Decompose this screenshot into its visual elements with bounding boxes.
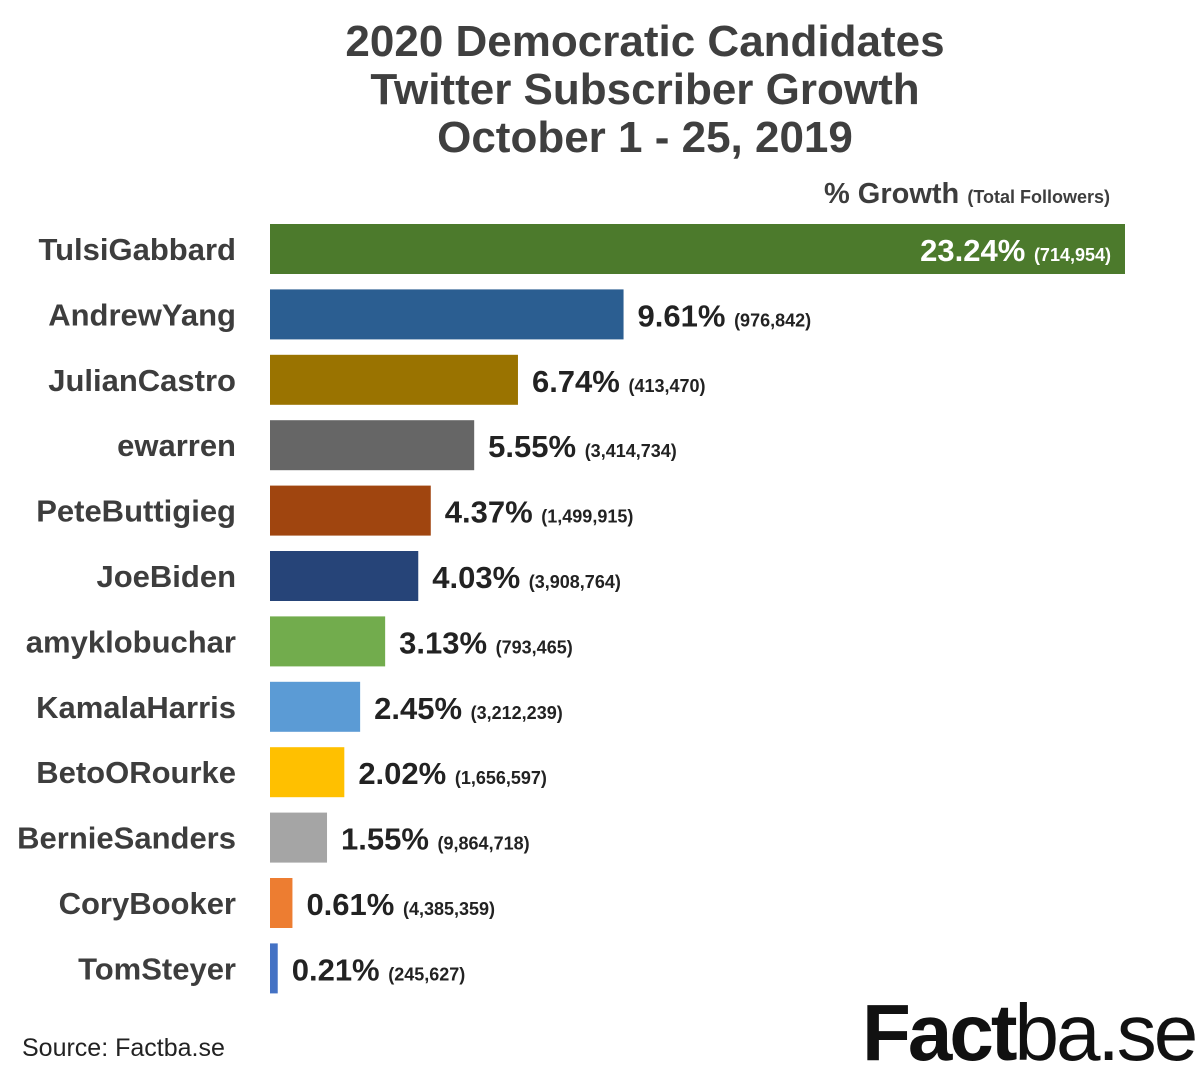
value-label: 2.45% (3,212,239) bbox=[374, 691, 563, 726]
percent-growth-label: 2.02% bbox=[358, 756, 455, 791]
percent-growth-label: 1.55% bbox=[341, 822, 438, 857]
total-followers-label: (3,212,239) bbox=[471, 703, 563, 723]
logo-text-light: ba.se bbox=[1014, 988, 1199, 1077]
value-label: 0.21% (245,627) bbox=[292, 952, 466, 987]
source-note: Source: Factba.se bbox=[22, 1034, 225, 1062]
value-label: 23.24% (714,954) bbox=[920, 233, 1111, 268]
growth-header: % Growth (Total Followers) bbox=[824, 178, 1110, 210]
value-label: 6.74% (413,470) bbox=[532, 364, 706, 399]
bar bbox=[270, 943, 278, 994]
bar bbox=[270, 289, 624, 340]
value-label: 0.61% (4,385,359) bbox=[306, 887, 495, 922]
total-followers-label: (1,656,597) bbox=[455, 768, 547, 788]
category-label: amyklobuchar bbox=[26, 624, 236, 659]
value-label: 4.03% (3,908,764) bbox=[432, 560, 621, 595]
category-label: JoeBiden bbox=[96, 559, 236, 594]
bar bbox=[270, 420, 475, 471]
total-followers-label: (9,864,718) bbox=[438, 834, 530, 854]
bar bbox=[270, 681, 361, 732]
percent-growth-label: 6.74% bbox=[532, 364, 629, 399]
percent-growth-label: 9.61% bbox=[638, 298, 735, 333]
category-label: KamalaHarris bbox=[36, 690, 236, 725]
growth-header-main: % Growth bbox=[824, 178, 967, 210]
total-followers-label: (1,499,915) bbox=[541, 507, 633, 527]
title-line-3: October 1 - 25, 2019 bbox=[437, 113, 853, 162]
percent-growth-label: 0.61% bbox=[306, 887, 403, 922]
value-label: 2.02% (1,656,597) bbox=[358, 756, 547, 791]
category-label: CoryBooker bbox=[59, 886, 236, 921]
value-label: 9.61% (976,842) bbox=[638, 298, 812, 333]
bar bbox=[270, 551, 419, 601]
bar bbox=[270, 354, 518, 405]
bar bbox=[270, 878, 293, 928]
total-followers-label: (413,470) bbox=[628, 376, 705, 396]
total-followers-label: (245,627) bbox=[388, 964, 465, 984]
title-line-1: 2020 Democratic Candidates bbox=[345, 17, 945, 66]
total-followers-label: (793,465) bbox=[496, 637, 573, 657]
total-followers-label: (3,908,764) bbox=[529, 572, 621, 592]
category-label: BernieSanders bbox=[17, 821, 236, 856]
title-line-2: Twitter Subscriber Growth bbox=[370, 65, 920, 114]
total-followers-label: (3,414,734) bbox=[585, 441, 677, 461]
total-followers-label: (4,385,359) bbox=[403, 899, 495, 919]
value-label: 1.55% (9,864,718) bbox=[341, 822, 530, 857]
percent-growth-label: 5.55% bbox=[488, 429, 585, 464]
category-label: TomSteyer bbox=[78, 951, 236, 986]
category-label: ewarren bbox=[117, 428, 236, 463]
value-label: 4.37% (1,499,915) bbox=[445, 495, 634, 530]
category-label: BetoORourke bbox=[36, 755, 236, 790]
total-followers-label: (976,842) bbox=[734, 310, 811, 330]
percent-growth-label: 23.24% bbox=[920, 233, 1034, 268]
bar bbox=[270, 812, 328, 863]
bar bbox=[270, 224, 1125, 274]
factbase-logo: Factba.se bbox=[862, 988, 1199, 1078]
percent-growth-label: 3.13% bbox=[399, 625, 496, 660]
bar-chart: % Growth (Total Followers) TulsiGabbard 23… bbox=[17, 178, 1125, 994]
total-followers-label: (714,954) bbox=[1034, 245, 1111, 265]
bar bbox=[270, 616, 386, 667]
category-label: AndrewYang bbox=[48, 297, 236, 332]
value-label: 3.13% (793,465) bbox=[399, 625, 573, 660]
percent-growth-label: 0.21% bbox=[292, 952, 389, 987]
logo-text-strong: Fact bbox=[862, 988, 1017, 1077]
percent-growth-label: 4.03% bbox=[432, 560, 529, 595]
category-label: PeteButtigieg bbox=[36, 494, 236, 529]
category-label: TulsiGabbard bbox=[38, 232, 236, 267]
percent-growth-label: 2.45% bbox=[374, 691, 471, 726]
bar bbox=[270, 485, 431, 536]
percent-growth-label: 4.37% bbox=[445, 495, 542, 530]
chart-title: 2020 Democratic Candidates Twitter Subsc… bbox=[0, 18, 1200, 162]
bar bbox=[270, 747, 345, 798]
value-label: 5.55% (3,414,734) bbox=[488, 429, 677, 464]
growth-header-sub: (Total Followers) bbox=[967, 187, 1110, 207]
category-label: JulianCastro bbox=[48, 363, 236, 398]
